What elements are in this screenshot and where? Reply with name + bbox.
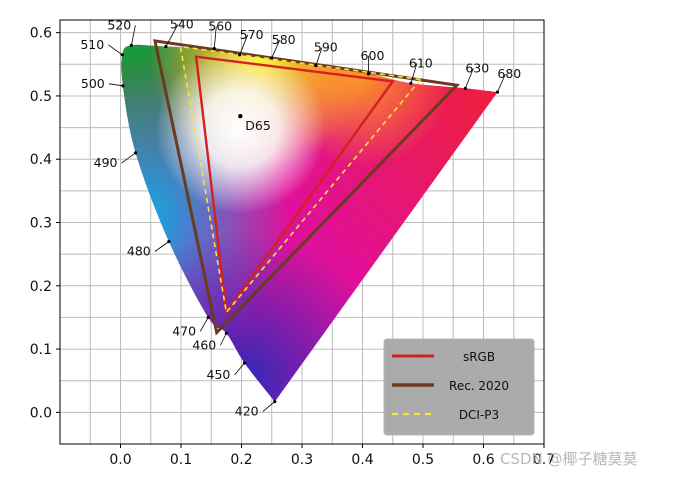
wavelength-leader xyxy=(315,47,323,66)
x-tick-label: 0.3 xyxy=(291,452,313,468)
y-tick-label: 0.6 xyxy=(30,26,52,42)
wavelength-leader xyxy=(154,241,170,252)
wavelength-leader xyxy=(262,401,276,412)
wavelength-label-420: 420 xyxy=(235,404,259,419)
wavelength-leader xyxy=(220,333,227,346)
y-tick-label: 0.1 xyxy=(30,342,52,358)
gamut-rec-2020 xyxy=(153,39,460,336)
wavelength-label-560: 560 xyxy=(208,18,232,33)
x-tick-label: 0.2 xyxy=(230,452,252,468)
y-tick-label: 0.5 xyxy=(30,89,52,105)
wavelength-label-490: 490 xyxy=(94,155,118,170)
gamut-triangles xyxy=(153,39,460,336)
wavelength-leader xyxy=(121,152,136,164)
wavelength-label-570: 570 xyxy=(240,27,264,42)
wavelength-label-460: 460 xyxy=(192,337,216,352)
gamut-dci-p3 xyxy=(179,45,423,315)
wavelength-label-610: 610 xyxy=(409,55,433,70)
y-tick-label: 0.2 xyxy=(30,279,52,295)
wavelength-label-630: 630 xyxy=(465,60,489,75)
wavelength-leader xyxy=(165,24,179,47)
legend-label: sRGB xyxy=(463,350,495,364)
x-tick-label: 0.6 xyxy=(472,452,494,468)
wavelength-leader xyxy=(497,73,506,93)
legend-box xyxy=(383,338,535,436)
wavelength-leader xyxy=(108,44,123,56)
wavelength-label-510: 510 xyxy=(80,37,104,52)
y-tick-label: 0.3 xyxy=(30,216,52,232)
wavelength-leader xyxy=(410,63,418,84)
x-tick-label: 0.0 xyxy=(109,452,131,468)
wavelength-leader xyxy=(108,83,123,87)
wavelength-leader xyxy=(271,39,281,59)
wavelength-label-580: 580 xyxy=(272,32,296,47)
wavelength-point xyxy=(270,56,274,60)
legend-label: Rec. 2020 xyxy=(449,379,509,393)
wavelength-point xyxy=(129,43,133,47)
x-tick-label: 0.7 xyxy=(533,452,555,468)
gamut-srgb xyxy=(194,55,395,316)
wavelength-leader xyxy=(199,317,209,332)
wavelength-label-600: 600 xyxy=(361,48,385,63)
wavelength-label-680: 680 xyxy=(497,66,521,81)
legend: sRGB Rec. 2020 DCI-P3 xyxy=(383,338,535,436)
wavelength-point xyxy=(212,46,216,51)
wavelength-label-540: 540 xyxy=(170,17,194,32)
wavelength-label-470: 470 xyxy=(172,323,196,338)
wavelength-label-500: 500 xyxy=(81,76,105,91)
legend-label: DCI-P3 xyxy=(459,408,499,422)
y-tick-label: 0.4 xyxy=(30,152,52,168)
wavelength-leader xyxy=(130,25,136,46)
x-tick-label: 0.4 xyxy=(351,452,373,468)
white-point-label: D65 xyxy=(245,118,271,133)
y-tick-label: 0.0 xyxy=(30,405,52,421)
wavelength-label-450: 450 xyxy=(207,367,231,382)
x-axis-ticks: 0.0 0.1 0.2 0.3 0.4 0.5 0.6 0.7 xyxy=(109,444,555,468)
x-tick-label: 0.1 xyxy=(170,452,192,468)
wavelength-leader xyxy=(464,68,474,89)
wavelength-leader xyxy=(234,362,245,376)
white-point-dot xyxy=(238,113,243,119)
wavelength-label-520: 520 xyxy=(107,17,131,32)
y-axis-ticks: 0.0 0.1 0.2 0.3 0.4 0.5 0.6 xyxy=(30,26,60,421)
wavelength-label-480: 480 xyxy=(127,243,151,258)
wavelength-label-590: 590 xyxy=(314,40,338,55)
x-tick-label: 0.5 xyxy=(412,452,434,468)
wavelength-leader xyxy=(239,34,249,55)
wavelength-leader xyxy=(213,26,217,49)
white-point: D65 xyxy=(238,113,271,133)
watermark: CSDN @椰子糖莫莫 xyxy=(500,450,638,468)
wavelength-point xyxy=(164,44,168,49)
